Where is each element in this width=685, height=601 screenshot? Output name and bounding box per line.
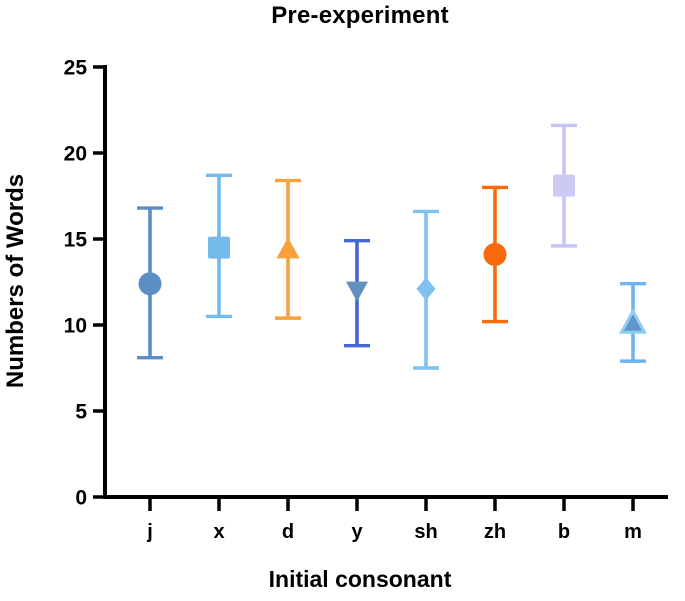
y-tick-label: 15 <box>64 229 88 252</box>
x-tick-label-b: b <box>558 521 570 543</box>
marker-sh <box>416 277 436 301</box>
marker-zh <box>483 242 507 266</box>
x-tick-label-d: d <box>282 521 294 543</box>
x-tick-label-m: m <box>624 521 642 543</box>
chart-title: Pre-experiment <box>271 2 449 29</box>
x-tick-label-j: j <box>146 521 153 543</box>
marker-b <box>553 174 575 197</box>
x-tick-label-zh: zh <box>484 521 506 543</box>
marker-d <box>276 237 300 259</box>
marker-y <box>346 281 368 302</box>
x-tick-label-sh: sh <box>414 521 437 543</box>
y-tick-label: 0 <box>75 487 87 510</box>
y-tick-label: 25 <box>64 57 88 80</box>
marker-m <box>618 308 648 334</box>
y-axis-title: Numbers of Words <box>2 173 29 389</box>
x-tick-label-y: y <box>351 521 363 543</box>
marker-j <box>138 272 162 296</box>
y-tick-label: 10 <box>64 315 87 338</box>
y-tick-label: 20 <box>64 143 87 166</box>
x-axis-title: Initial consonant <box>268 566 452 592</box>
marker-x <box>208 236 230 259</box>
x-tick-label-x: x <box>213 521 224 543</box>
y-tick-label: 5 <box>75 401 87 424</box>
